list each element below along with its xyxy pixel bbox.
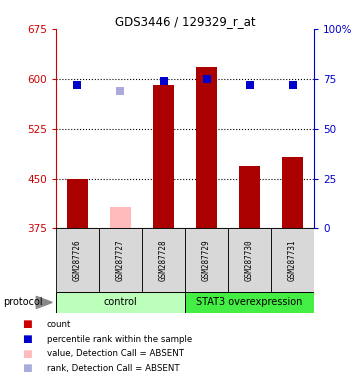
Bar [67, 179, 88, 228]
Point [75, 82, 81, 88]
FancyBboxPatch shape [142, 228, 185, 292]
Text: GSM287728: GSM287728 [159, 239, 168, 281]
FancyBboxPatch shape [228, 228, 271, 292]
FancyBboxPatch shape [56, 228, 99, 292]
Bar [239, 166, 260, 228]
Text: ■: ■ [22, 334, 31, 344]
Text: ■: ■ [22, 349, 31, 359]
FancyBboxPatch shape [99, 228, 142, 292]
Point [118, 88, 123, 94]
Bar [110, 207, 131, 228]
Text: rank, Detection Call = ABSENT: rank, Detection Call = ABSENT [47, 364, 179, 373]
Point [247, 82, 252, 88]
Text: percentile rank within the sample: percentile rank within the sample [47, 334, 192, 344]
Text: ■: ■ [22, 363, 31, 373]
Text: value, Detection Call = ABSENT: value, Detection Call = ABSENT [47, 349, 184, 358]
Text: control: control [104, 297, 137, 308]
FancyBboxPatch shape [185, 228, 228, 292]
Text: GSM287731: GSM287731 [288, 239, 297, 281]
Text: protocol: protocol [4, 297, 43, 308]
FancyBboxPatch shape [271, 228, 314, 292]
Text: STAT3 overexpression: STAT3 overexpression [196, 297, 303, 308]
Text: GSM287726: GSM287726 [73, 239, 82, 281]
Point [204, 76, 209, 82]
Bar [196, 68, 217, 228]
Title: GDS3446 / 129329_r_at: GDS3446 / 129329_r_at [115, 15, 255, 28]
Text: GSM287730: GSM287730 [245, 239, 254, 281]
Bar [153, 85, 174, 228]
Text: ■: ■ [22, 319, 31, 329]
Polygon shape [36, 296, 52, 308]
Point [290, 82, 295, 88]
Text: GSM287727: GSM287727 [116, 239, 125, 281]
Point [161, 78, 166, 84]
FancyBboxPatch shape [56, 292, 185, 313]
Bar [282, 157, 303, 228]
Text: count: count [47, 320, 71, 329]
FancyBboxPatch shape [185, 292, 314, 313]
Text: GSM287729: GSM287729 [202, 239, 211, 281]
